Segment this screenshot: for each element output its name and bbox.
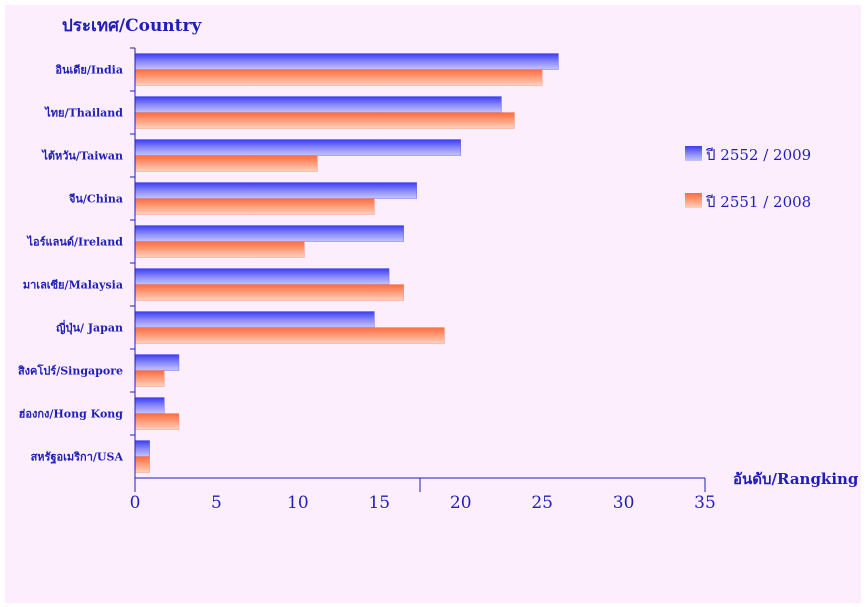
bar-2008-8 [134,413,180,430]
bar-2008-1 [134,112,515,129]
bar-2008-0 [134,69,543,86]
category-label-6: ญี่ปุ่น/ Japan [56,320,123,336]
category-label-4: ไอร์แลนด์/Ireland [26,235,124,249]
bar-2009-2 [134,139,461,156]
bar-2009-8 [134,397,165,414]
legend-label-2009: ปี 2552 / 2009 [705,146,811,164]
category-label-9: สหรัฐอเมริกา/USA [31,451,124,465]
bar-2008-3 [134,198,375,215]
x-tick-label-1: 5 [211,493,222,513]
bar-2009-1 [134,96,502,113]
legend-swatch-2009 [685,146,702,161]
x-tick-label-6: 30 [613,493,635,513]
y-axis-title: ประเทศ/Country [62,16,202,36]
x-tick-label-3: 15 [368,493,390,513]
legend-label-2008: ปี 2551 / 2008 [705,193,811,211]
category-label-5: มาเลเซีย/Malaysia [23,279,123,292]
bar-2009-7 [134,354,180,371]
category-label-0: อินเดีย/India [55,64,123,77]
bar-2008-2 [134,155,318,172]
bar-2008-9 [134,456,150,473]
category-label-8: ฮ่องกง/Hong Kong [19,408,124,421]
bar-2009-4 [134,225,404,242]
bar-2008-6 [134,327,445,344]
bar-2009-3 [134,182,417,199]
axes [130,47,706,492]
bar-2009-9 [134,440,150,457]
category-label-1: ไทย/Thailand [43,106,123,120]
x-tick-label-2: 10 [287,493,309,513]
x-axis-title: อันดับ/Rangking [733,470,859,488]
bar-2009-0 [134,53,559,70]
legend: ปี 2552 / 2009 ปี 2551 / 2008 [685,146,811,211]
x-tick-label-4: 20 [450,493,472,513]
bar-2008-4 [134,241,305,258]
bars-group [134,53,559,473]
x-tick-label-7: 35 [694,493,716,513]
x-tick-labels: 0 5 10 15 20 25 30 35 [130,493,716,513]
x-tick-label-0: 0 [130,493,141,513]
bar-2009-6 [134,311,375,328]
x-tick-label-5: 25 [531,493,553,513]
bar-2009-5 [134,268,390,285]
category-label-2: ไต้หวัน/Taiwan [40,149,123,163]
legend-swatch-2008 [685,193,702,208]
category-label-7: สิงคโปร์/Singapore [18,364,123,378]
bar-2008-7 [134,370,165,387]
category-labels: อินเดีย/India ไทย/Thailand ไต้หวัน/Taiwan จ… [18,64,124,465]
category-label-3: จีน/China [68,193,123,206]
bar-2008-5 [134,284,404,301]
